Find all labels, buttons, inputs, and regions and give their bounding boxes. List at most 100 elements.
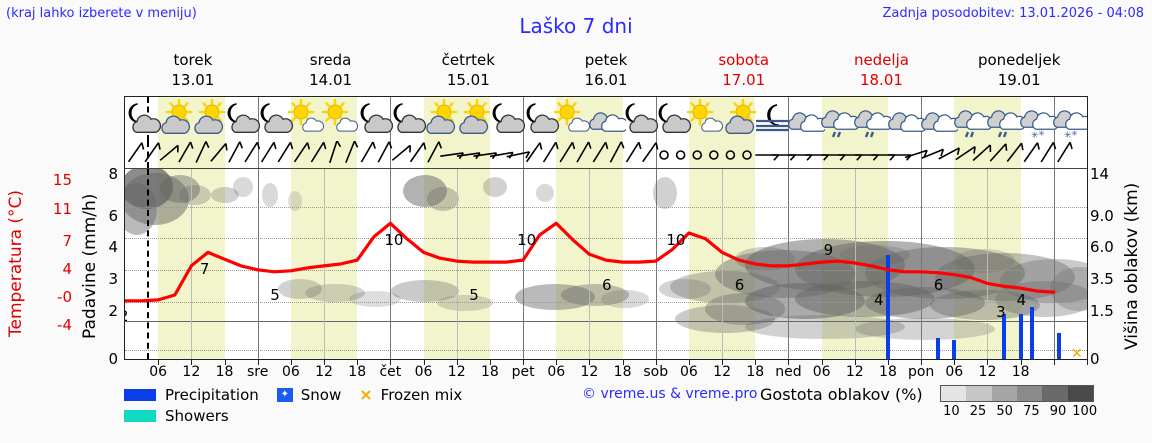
temperature-value-label: 10 xyxy=(384,231,404,250)
day-name: nedelja xyxy=(853,51,909,69)
day-separator xyxy=(788,169,790,359)
x-axis-tick xyxy=(788,360,790,365)
gridline-vertical xyxy=(589,169,591,359)
x-axis-label: 12 xyxy=(447,364,466,380)
x-axis-tick xyxy=(1053,360,1055,365)
legend-item-precipitation: Precipitation xyxy=(124,386,259,404)
x-axis-tick xyxy=(456,360,458,365)
x-axis-tick xyxy=(1087,360,1088,365)
cloud-density-tick-3: 75 xyxy=(1023,404,1040,419)
wind-barb-row xyxy=(125,141,1087,169)
weather-icon-sun-small-cloud xyxy=(321,99,361,139)
x-axis-tick xyxy=(821,360,823,365)
x-axis-label: 06 xyxy=(547,364,566,380)
x-axis-tick xyxy=(755,360,757,365)
x-axis-tick xyxy=(556,360,558,365)
cloud-height-tick-5: 0 xyxy=(1090,350,1100,368)
x-axis-label: 12 xyxy=(580,364,599,380)
x-axis-tick xyxy=(290,360,292,365)
x-axis-tick xyxy=(257,360,259,365)
temperature-value-label: 10 xyxy=(666,231,686,250)
x-axis-label: 06 xyxy=(680,364,698,380)
x-axis-label: 12 xyxy=(182,364,201,380)
temperature-value-label: 10 xyxy=(517,231,537,250)
cloud-density-tick-5: 100 xyxy=(1072,404,1098,419)
day-name: petek xyxy=(584,51,628,69)
day-separator xyxy=(921,141,923,168)
x-axis-label: sob xyxy=(643,364,669,380)
temperature-tick-2: 7 xyxy=(62,232,72,250)
precipitation-bar xyxy=(1057,332,1062,359)
day-header-petek: petek 16.01 xyxy=(537,50,675,94)
temperature-value-label: 5 xyxy=(270,285,280,304)
x-axis-tick xyxy=(722,360,724,365)
gridline-horizontal-0 xyxy=(125,207,1087,208)
temperature-value-label: 7 xyxy=(199,260,210,279)
day-separator xyxy=(257,169,259,359)
cloud-density-step-4 xyxy=(1042,386,1068,401)
day-name: sreda xyxy=(309,51,352,69)
day-date: 17.01 xyxy=(722,71,766,89)
day-date: 14.01 xyxy=(309,71,353,89)
svg-text:✳: ✳ xyxy=(1038,129,1045,138)
day-separator xyxy=(390,169,392,359)
gridline-horizontal-2 xyxy=(125,270,1087,271)
x-axis-tick xyxy=(987,360,989,365)
temperature-tick-1: 11 xyxy=(52,200,72,218)
x-axis-tick xyxy=(854,360,856,365)
weather-icon-night-cloudy xyxy=(652,99,692,139)
cloud-density-tick-4: 90 xyxy=(1049,404,1067,419)
weather-icon-cloud-snow: ✳ ✳ xyxy=(1050,99,1087,139)
x-axis-tick xyxy=(357,360,359,365)
x-axis-tick-labels: 06 12 18 sre 06 12 18 čet 06 12 18 pet 06 12 18 sob 06 12… xyxy=(125,360,1088,380)
weather-icon-night-cloudy xyxy=(254,99,294,139)
precipitation-tick-2: 4 xyxy=(108,238,118,256)
day-name: četrtek xyxy=(441,51,495,69)
cloud-density-tick-2: 50 xyxy=(996,404,1013,419)
x-axis-label: 18 xyxy=(879,364,897,380)
day-separator xyxy=(523,169,525,359)
current-time-marker xyxy=(147,141,150,168)
gridline-vertical xyxy=(987,169,989,359)
day-separator xyxy=(257,97,259,141)
x-axis-label: 18 xyxy=(348,364,367,380)
day-separator xyxy=(1053,169,1055,359)
weather-icon-cloud-white xyxy=(885,99,925,139)
precipitation-tick-4: 2 xyxy=(108,302,118,320)
weather-icon-night-cloudy xyxy=(619,99,659,139)
day-separator xyxy=(390,97,392,141)
day-name: ponedeljek xyxy=(977,51,1061,69)
x-axis-tick xyxy=(589,360,591,365)
precipitation-tick-0: 8 xyxy=(108,165,118,183)
x-axis-label: 06 xyxy=(812,364,831,380)
x-axis-label: sre xyxy=(247,364,269,380)
cloud-density-step-0 xyxy=(941,386,967,401)
chart-plot-area: ✕27510510610694634 xyxy=(125,169,1087,359)
day-date: 16.01 xyxy=(584,71,628,89)
weather-icon-night-cloudy xyxy=(520,99,560,139)
weather-icon-sun-cloud xyxy=(420,99,460,139)
precipitation-tick-3: 3 xyxy=(108,270,118,288)
day-header-sreda: sreda 14.01 xyxy=(262,50,400,94)
precipitation-swatch xyxy=(124,388,156,401)
x-axis-label: čet xyxy=(379,364,402,380)
svg-text:✳: ✳ xyxy=(1031,131,1039,139)
chart-legend: Precipitation ✦ Snow × Frozen mix Shower… xyxy=(124,384,664,426)
x-axis-label: pet xyxy=(511,364,535,380)
cloud-density-step-5 xyxy=(1067,386,1093,401)
day-separator xyxy=(655,97,657,141)
day-header-row: torek 13.01 sreda 14.01 četrtek 15.01 petek 16.… xyxy=(124,50,1088,94)
weather-icon-cloud-white xyxy=(918,99,958,139)
x-axis-tick xyxy=(158,360,160,365)
gridline-vertical xyxy=(324,169,326,359)
temperature-value-label: 2 xyxy=(125,307,129,325)
legend-label-snow: Snow xyxy=(300,385,342,404)
day-separator xyxy=(655,141,657,168)
x-axis-tick xyxy=(887,360,889,365)
day-separator xyxy=(523,141,525,168)
x-axis-label: pon xyxy=(907,364,935,380)
x-axis-label: 18 xyxy=(215,364,234,380)
weather-icon-cloud-rain xyxy=(984,99,1025,139)
precipitation-bar xyxy=(952,340,957,359)
x-axis-label: 18 xyxy=(480,364,499,380)
